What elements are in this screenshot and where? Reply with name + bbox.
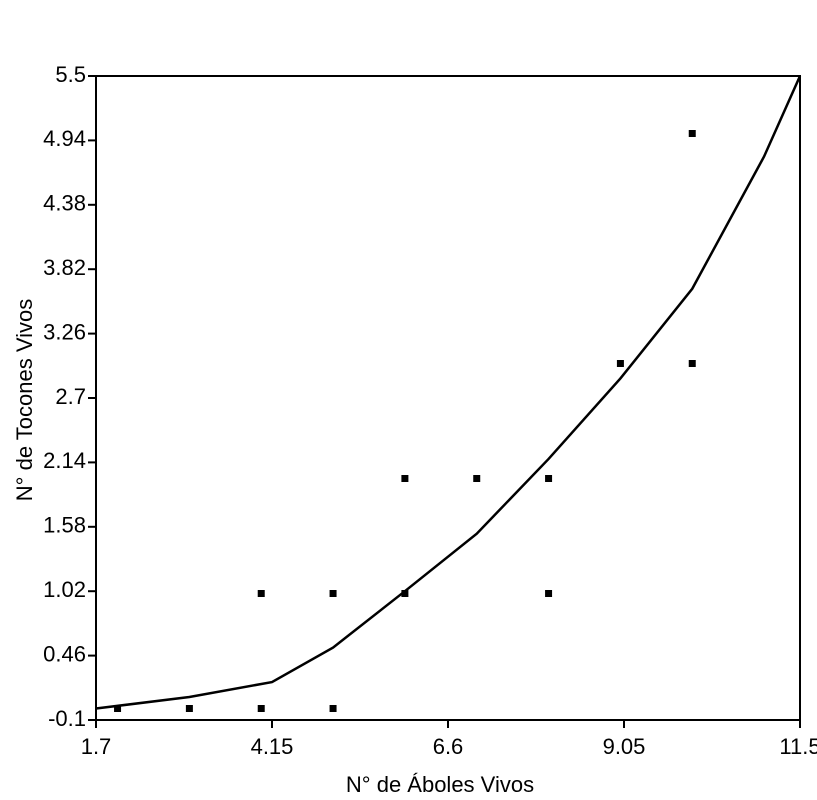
point [616,360,624,367]
point [545,590,553,597]
fit-curve [95,75,802,710]
point [257,590,265,597]
point [329,590,337,597]
point [329,705,337,712]
y-tick-label: 1.58 [43,513,86,538]
y-tick-label: 2.14 [43,448,86,473]
y-tick-label: 1.02 [43,577,86,602]
y-tick-label: 3.26 [43,319,86,344]
y-tick-label: 3.82 [43,255,86,280]
x-tick-label: 6.6 [433,734,464,759]
point [688,130,696,137]
x-tick-label: 11.5 [779,734,817,759]
plot-frame [95,75,801,721]
point [401,475,409,482]
point [257,705,265,712]
point [185,705,193,712]
y-axis-title: N° de Tocones Vivos [12,299,37,501]
y-tick-label: 4.38 [43,191,86,216]
y-tick-label: 4.94 [43,126,86,151]
y-tick-label: 2.7 [55,384,86,409]
point [688,360,696,367]
y-tick-label: 5.5 [55,62,86,87]
y-tick-label: -0.1 [48,706,86,731]
point [114,705,122,712]
y-tick-label: 0.46 [43,641,86,666]
x-axis-title: N° de Áboles Vivos [346,772,534,797]
x-tick-label: 1.7 [81,734,112,759]
point [545,475,553,482]
x-tick-label: 4.15 [251,734,294,759]
point [473,475,481,482]
x-tick-label: 9.05 [603,734,646,759]
point [401,590,409,597]
